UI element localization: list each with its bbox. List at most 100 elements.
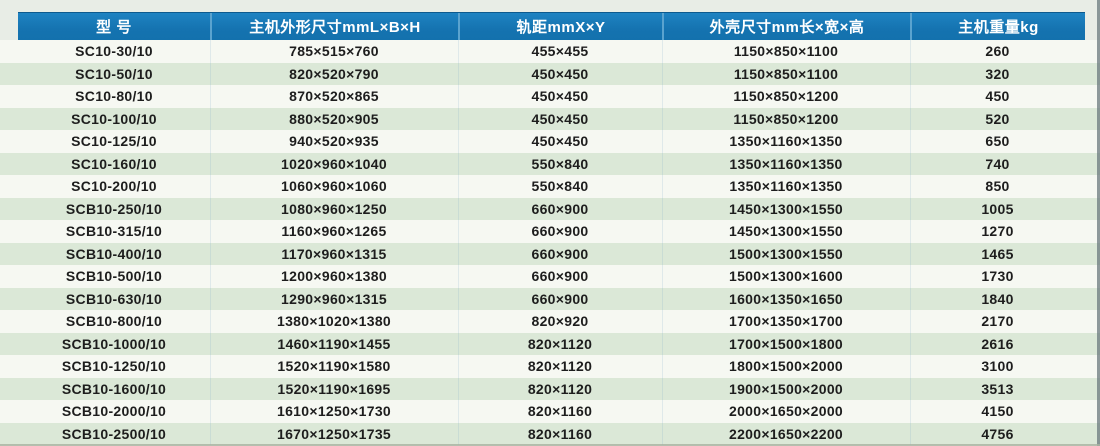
host-dimensions-cell: 820×520×790 (210, 63, 458, 86)
host-dimensions-cell: 1290×960×1315 (210, 288, 458, 311)
model-cell: SC10-50/10 (75, 65, 153, 82)
shell-dimensions-cell: 1500×1300×1550 (662, 243, 910, 266)
rail-gauge-cell: 660×900 (458, 288, 662, 311)
host-weight-cell: 3513 (910, 378, 1085, 401)
shell-dimensions-cell: 1150×850×1100 (662, 63, 910, 86)
table-row: SCB10-500/10 1200×960×1380 660×900 1500×130… (0, 265, 1100, 288)
rail-gauge-cell: 820×1120 (458, 355, 662, 378)
column-header-rail-gauge: 轨距mmX×Y (458, 13, 662, 40)
host-weight-cell: 260 (910, 40, 1085, 63)
host-dimensions-cell: 1160×960×1265 (210, 220, 458, 243)
table-row: SCB10-1000/10 1460×1190×1455 820×1120 1700×… (0, 332, 1100, 356)
host-dimensions-cell: 1200×960×1380 (210, 265, 458, 288)
column-header-shell-dimensions: 外壳尺寸mm长×宽×高 (662, 13, 910, 40)
table-row: SC10-30/10 785×515×760 455×455 1150×850×110… (0, 40, 1100, 63)
shell-dimensions-cell: 2000×1650×2000 (662, 400, 910, 423)
rail-gauge-cell: 455×455 (458, 40, 662, 63)
shell-dimensions-cell: 1450×1300×1550 (662, 220, 910, 243)
host-weight-cell: 4150 (910, 400, 1085, 423)
model-cell: SC10-80/10 (75, 88, 153, 105)
shell-dimensions-cell: 1150×850×1200 (662, 85, 910, 108)
rail-gauge-cell: 820×1120 (458, 378, 662, 401)
model-cell: SC10-30/10 (75, 43, 153, 60)
table-row: SCB10-315/10 1160×960×1265 660×900 1450×130… (0, 220, 1100, 243)
model-cell: SCB10-630/10 (65, 290, 163, 307)
host-dimensions-cell: 1670×1250×1735 (210, 423, 458, 446)
shell-dimensions-cell: 1350×1160×1350 (662, 175, 910, 198)
spec-table-header-row: 型 号 主机外形尺寸mmL×B×H 轨距mmX×Y 外壳尺寸mm长×宽×高 主机… (18, 12, 1085, 40)
table-row: SCB10-250/10 1080×960×1250 660×900 1450×130… (0, 197, 1100, 221)
host-weight-cell: 1465 (910, 243, 1085, 266)
table-row: SCB10-2000/10 1610×1250×1730 820×1160 2000×… (0, 400, 1100, 423)
host-dimensions-cell: 1020×960×1040 (210, 153, 458, 176)
rail-gauge-cell: 450×450 (458, 85, 662, 108)
rail-gauge-cell: 550×840 (458, 153, 662, 176)
model-cell: SCB10-1600/10 (61, 380, 167, 397)
host-dimensions-cell: 880×520×905 (210, 108, 458, 131)
host-weight-cell: 3100 (910, 355, 1085, 378)
rail-gauge-cell: 450×450 (458, 108, 662, 131)
table-row: SC10-100/10 880×520×905 450×450 1150×850×12… (0, 107, 1100, 131)
scan-edge-right (1097, 0, 1100, 446)
shell-dimensions-cell: 1700×1500×1800 (662, 333, 910, 356)
shell-dimensions-cell: 1500×1300×1600 (662, 265, 910, 288)
shell-dimensions-cell: 1350×1160×1350 (662, 130, 910, 153)
table-row: SC10-200/10 1060×960×1060 550×840 1350×1160… (0, 175, 1100, 198)
host-weight-cell: 2170 (910, 310, 1085, 333)
model-cell: SCB10-2000/10 (61, 403, 167, 420)
shell-dimensions-cell: 1900×1500×2000 (662, 378, 910, 401)
host-weight-cell: 520 (910, 108, 1085, 131)
model-cell: SCB10-800/10 (65, 313, 163, 330)
table-row: SC10-160/10 1020×960×1040 550×840 1350×1160… (0, 152, 1100, 176)
host-dimensions-cell: 1380×1020×1380 (210, 310, 458, 333)
host-weight-cell: 1270 (910, 220, 1085, 243)
host-weight-cell: 450 (910, 85, 1085, 108)
column-header-host-dimensions: 主机外形尺寸mmL×B×H (210, 13, 458, 40)
host-dimensions-cell: 1460×1190×1455 (210, 333, 458, 356)
rail-gauge-cell: 820×1120 (458, 333, 662, 356)
model-cell: SCB10-2500/10 (61, 425, 167, 442)
rail-gauge-cell: 820×1160 (458, 400, 662, 423)
table-row: SC10-80/10 870×520×865 450×450 1150×850×120… (0, 85, 1100, 108)
shell-dimensions-cell: 1150×850×1100 (662, 40, 910, 63)
model-cell: SCB10-315/10 (65, 223, 163, 240)
host-dimensions-cell: 785×515×760 (210, 40, 458, 63)
model-cell: SCB10-400/10 (65, 245, 163, 262)
model-cell: SCB10-500/10 (65, 268, 163, 285)
host-weight-cell: 4756 (910, 423, 1085, 446)
table-row: SCB10-2500/10 1670×1250×1735 820×1160 2200×… (0, 422, 1100, 446)
rail-gauge-cell: 820×920 (458, 310, 662, 333)
table-row: SC10-125/10 940×520×935 450×450 1350×1160×1… (0, 130, 1100, 153)
rail-gauge-cell: 550×840 (458, 175, 662, 198)
model-cell: SCB10-1250/10 (61, 358, 167, 375)
model-cell: SC10-200/10 (71, 178, 157, 195)
host-dimensions-cell: 1520×1190×1695 (210, 378, 458, 401)
scan-edge-bottom (0, 444, 1100, 446)
rail-gauge-cell: 660×900 (458, 265, 662, 288)
table-row: SCB10-1250/10 1520×1190×1580 820×1120 1800×… (0, 355, 1100, 378)
shell-dimensions-cell: 1700×1350×1700 (662, 310, 910, 333)
host-weight-cell: 650 (910, 130, 1085, 153)
host-weight-cell: 850 (910, 175, 1085, 198)
rail-gauge-cell: 450×450 (458, 63, 662, 86)
host-weight-cell: 1840 (910, 288, 1085, 311)
rail-gauge-cell: 660×900 (458, 220, 662, 243)
shell-dimensions-cell: 1450×1300×1550 (662, 198, 910, 221)
table-row: SCB10-800/10 1380×1020×1380 820×920 1700×13… (0, 310, 1100, 333)
host-dimensions-cell: 1080×960×1250 (210, 198, 458, 221)
spec-table-body: SC10-30/10 785×515×760 455×455 1150×850×110… (0, 40, 1100, 445)
shell-dimensions-cell: 1150×850×1200 (662, 108, 910, 131)
shell-dimensions-cell: 1800×1500×2000 (662, 355, 910, 378)
rail-gauge-cell: 450×450 (458, 130, 662, 153)
host-weight-cell: 2616 (910, 333, 1085, 356)
model-cell: SC10-100/10 (71, 110, 157, 127)
host-dimensions-cell: 1060×960×1060 (210, 175, 458, 198)
shell-dimensions-cell: 1600×1350×1650 (662, 288, 910, 311)
host-dimensions-cell: 1520×1190×1580 (210, 355, 458, 378)
host-weight-cell: 320 (910, 63, 1085, 86)
host-dimensions-cell: 1610×1250×1730 (210, 400, 458, 423)
host-dimensions-cell: 1170×960×1315 (210, 243, 458, 266)
host-weight-cell: 1730 (910, 265, 1085, 288)
table-row: SCB10-400/10 1170×960×1315 660×900 1500×130… (0, 242, 1100, 266)
